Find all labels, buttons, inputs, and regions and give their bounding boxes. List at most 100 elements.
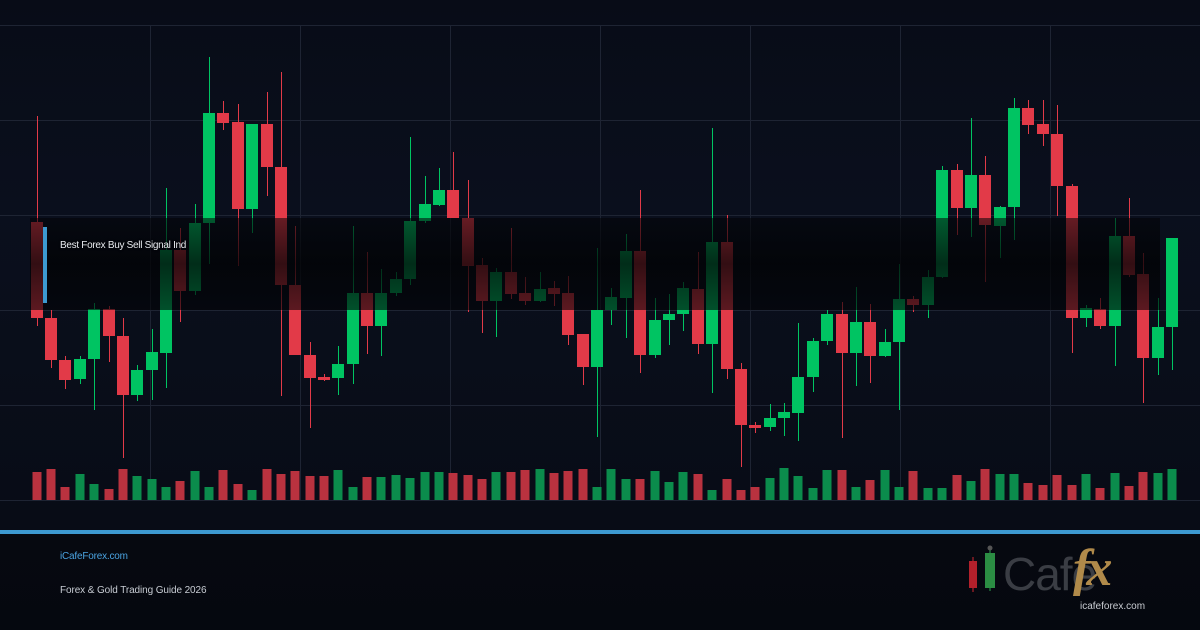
candle xyxy=(735,363,747,467)
candle xyxy=(577,334,589,385)
volume-bar xyxy=(434,472,444,500)
volume-bar xyxy=(132,476,142,500)
volume-bar xyxy=(1095,488,1105,500)
volume-bar xyxy=(880,470,890,500)
volume-bar xyxy=(477,479,487,500)
volume-bar xyxy=(1138,472,1148,500)
volume-bar xyxy=(463,475,473,500)
volume-bar xyxy=(190,471,200,500)
candle xyxy=(59,356,71,389)
candle xyxy=(146,329,158,400)
volume-bar xyxy=(46,469,56,500)
volume-bar xyxy=(118,469,128,500)
volume-bar xyxy=(290,471,300,500)
candle xyxy=(1166,238,1178,370)
candle xyxy=(1008,98,1020,240)
candle xyxy=(246,124,258,233)
volume-bar xyxy=(1009,474,1019,500)
volume-bar xyxy=(333,470,343,500)
site-link[interactable]: iCafeForex.com xyxy=(60,551,128,562)
volume-bar xyxy=(851,487,861,500)
candle xyxy=(778,403,790,436)
volume-bar xyxy=(75,474,85,500)
logo-fx-mark: fx xyxy=(1073,540,1112,597)
overlay-title: Best Forex Buy Sell Signal Ind xyxy=(60,240,187,251)
brand-logo: Cafe fx icafeforex.com xyxy=(965,540,1175,620)
volume-bar xyxy=(894,487,904,500)
volume-bar xyxy=(1052,475,1062,500)
volume-bar xyxy=(233,484,243,500)
candle xyxy=(74,356,86,384)
candle xyxy=(419,176,431,223)
candlestick-logo-icon xyxy=(969,545,995,592)
candle xyxy=(103,306,115,362)
candle xyxy=(433,168,445,206)
volume-bar xyxy=(262,469,272,500)
candle xyxy=(45,310,57,368)
volume-bar xyxy=(707,490,717,500)
volume-bar xyxy=(420,472,430,500)
volume-bar xyxy=(276,474,286,500)
volume-bar xyxy=(808,488,818,500)
volume-bar xyxy=(175,481,185,500)
volume-bar xyxy=(779,468,789,500)
volume-bar xyxy=(923,488,933,500)
accent-divider xyxy=(0,530,1200,534)
candle xyxy=(318,374,330,381)
volume-bar xyxy=(966,481,976,500)
candle xyxy=(1051,105,1063,216)
volume-bar xyxy=(865,480,875,500)
volume-bar xyxy=(1038,485,1048,500)
footer-subtitle: Forex & Gold Trading Guide 2026 xyxy=(60,585,207,596)
candle xyxy=(217,101,229,130)
volume-bar xyxy=(837,470,847,500)
volume-bar xyxy=(995,474,1005,500)
volume-bar xyxy=(952,475,962,500)
volume-bar xyxy=(218,470,228,500)
volume-bar xyxy=(621,479,631,500)
volume-bar xyxy=(1110,473,1120,500)
volume-bar xyxy=(89,484,99,500)
volume-bar xyxy=(736,490,746,500)
volume-bar xyxy=(305,476,315,500)
candle xyxy=(965,118,977,237)
candle xyxy=(879,329,891,357)
indicator-overlay-band xyxy=(30,218,1160,310)
volume-bar xyxy=(491,472,501,500)
volume-bar xyxy=(448,473,458,500)
volume-bar xyxy=(1124,486,1134,500)
candle xyxy=(1152,298,1164,375)
volume-bar xyxy=(147,479,157,500)
volume-bar xyxy=(319,476,329,500)
volume-bar xyxy=(1067,485,1077,500)
candle xyxy=(88,303,100,410)
volume-bar xyxy=(937,488,947,500)
candle xyxy=(764,404,776,431)
volume-bar xyxy=(104,489,114,500)
volume-bar xyxy=(722,479,732,500)
volume-bar xyxy=(664,482,674,500)
footer: iCafeForex.com Forex & Gold Trading Guid… xyxy=(0,534,1200,630)
volume-bar xyxy=(678,472,688,500)
candle xyxy=(792,323,804,441)
overlay-accent-bar xyxy=(43,227,47,303)
volume-bar xyxy=(161,487,171,500)
volume-bar xyxy=(765,478,775,500)
volume-bar xyxy=(247,490,257,500)
volume-bar xyxy=(980,469,990,500)
candle xyxy=(447,152,459,218)
volume-bar xyxy=(1081,474,1091,500)
volume-bar xyxy=(362,477,372,500)
volume-bar xyxy=(1023,483,1033,500)
volume-bar xyxy=(520,470,530,500)
volume-bar xyxy=(822,470,832,500)
volume-bar xyxy=(606,469,616,500)
candle xyxy=(304,342,316,428)
volume-bar xyxy=(204,487,214,500)
logo-wordmark: Cafe xyxy=(1003,548,1097,600)
volume-bars xyxy=(32,468,1177,500)
volume-bar xyxy=(908,471,918,500)
volume-bar xyxy=(693,474,703,500)
candle xyxy=(836,302,848,438)
candle xyxy=(1037,100,1049,146)
